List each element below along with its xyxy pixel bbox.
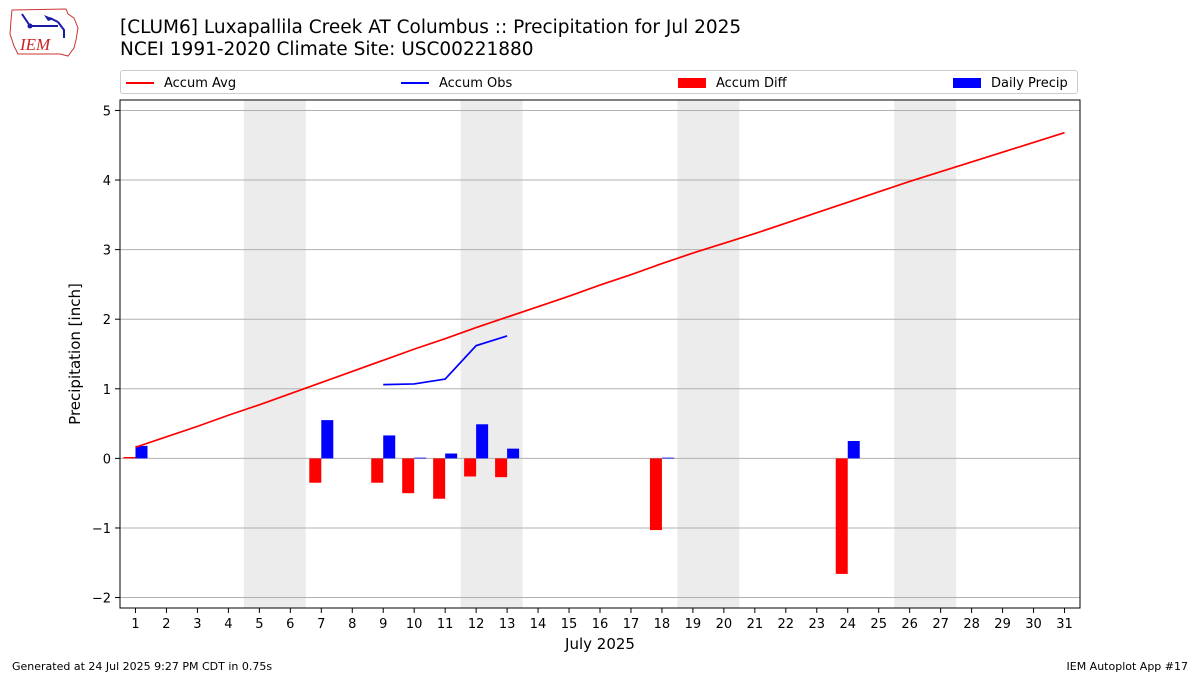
x-tick-label: 22 [778,617,795,632]
accum-avg-line [135,131,1065,449]
x-tick-label: 6 [286,617,294,632]
daily-precip-bar [383,435,396,459]
accum-diff-bar [649,458,662,531]
weekend-shade [460,100,523,608]
legend-label: Accum Diff [716,75,787,91]
daily-precip-bar [135,445,148,459]
legend-swatch [678,78,706,88]
accum-diff-bar [402,458,415,494]
daily-precip-bar [414,457,427,459]
x-tick-label: 29 [994,617,1011,632]
x-tick-label: 4 [224,617,232,632]
x-tick-label: 17 [623,617,640,632]
legend-swatch [953,78,981,88]
daily-precip-bar [507,448,520,459]
daily-precip-bar [847,440,860,459]
legend-label: Accum Obs [439,75,513,91]
x-tick-label: 28 [963,617,980,632]
y-tick-label: −2 [92,592,111,607]
legend-item-accum-avg: Accum Avg [126,74,236,92]
legend-label: Accum Avg [164,75,237,91]
x-tick-label: 26 [901,617,918,632]
app-credit: IEM Autoplot App #17 [1066,660,1189,673]
weekend-shade [677,100,740,608]
x-tick-label: 25 [870,617,887,632]
accum-diff-bar [371,458,384,483]
x-tick-label: 9 [379,617,387,632]
legend: Accum Avg Accum Obs Accum Diff Daily Pre… [120,70,1078,94]
legend-label: Daily Precip [991,75,1068,91]
x-tick-label: 3 [193,617,201,632]
daily-precip-bar [661,457,674,459]
legend-swatch [126,82,154,84]
x-tick-label: 2 [162,617,170,632]
iem-logo: IEM [9,8,79,57]
y-tick-label: 5 [103,104,111,119]
x-tick-label: 30 [1025,617,1042,632]
x-tick-label: 31 [1056,617,1073,632]
legend-item-accum-obs: Accum Obs [401,74,512,92]
weekend-shade [243,100,306,608]
accum-diff-bar [123,456,136,459]
y-tick-label: 1 [103,383,111,398]
generated-note: Generated at 24 Jul 2025 9:27 PM CDT in … [12,660,273,673]
x-tick-label: 12 [468,617,485,632]
x-tick-label: 16 [592,617,609,632]
x-tick-label: 10 [406,617,423,632]
y-tick-label: 4 [103,174,111,189]
daily-precip-bar [321,420,334,459]
accum-diff-bar [835,458,848,574]
x-tick-label: 14 [530,617,547,632]
y-tick-label: 0 [103,452,111,467]
x-tick-label: 27 [932,617,949,632]
x-tick-label: 20 [716,617,733,632]
chart-title: [CLUM6] Luxapallila Creek AT Columbus ::… [120,17,742,38]
y-axis-label: Precipitation [inch] [66,283,84,425]
x-tick-label: 13 [499,617,516,632]
y-tick-label: 2 [103,313,111,328]
x-tick-label: 15 [561,617,578,632]
legend-item-daily-precip: Daily Precip [953,74,1068,92]
accum-diff-bar [495,458,508,478]
x-tick-label: 24 [839,617,856,632]
accum-diff-bar [309,458,322,483]
legend-item-accum-diff: Accum Diff [678,74,787,92]
daily-precip-bar [445,453,458,459]
accum-obs-line [383,335,508,386]
accum-diff-bar [464,458,477,477]
x-tick-label: 5 [255,617,263,632]
x-tick-label: 7 [317,617,325,632]
weekend-shade [894,100,957,608]
y-tick-label: −1 [92,522,111,537]
daily-precip-bar [476,424,489,459]
x-tick-label: 8 [348,617,356,632]
x-tick-label: 18 [654,617,671,632]
legend-swatch [401,82,429,84]
logo-text: IEM [19,35,51,54]
chart-subtitle: NCEI 1991-2020 Climate Site: USC00221880 [120,39,534,60]
x-tick-label: 1 [131,617,139,632]
x-tick-label: 11 [437,617,454,632]
accum-diff-bar [433,458,446,499]
x-axis-label: July 2025 [564,635,635,653]
y-tick-label: 3 [103,244,111,259]
x-tick-label: 23 [809,617,826,632]
x-tick-label: 21 [747,617,764,632]
x-tick-label: 19 [685,617,702,632]
